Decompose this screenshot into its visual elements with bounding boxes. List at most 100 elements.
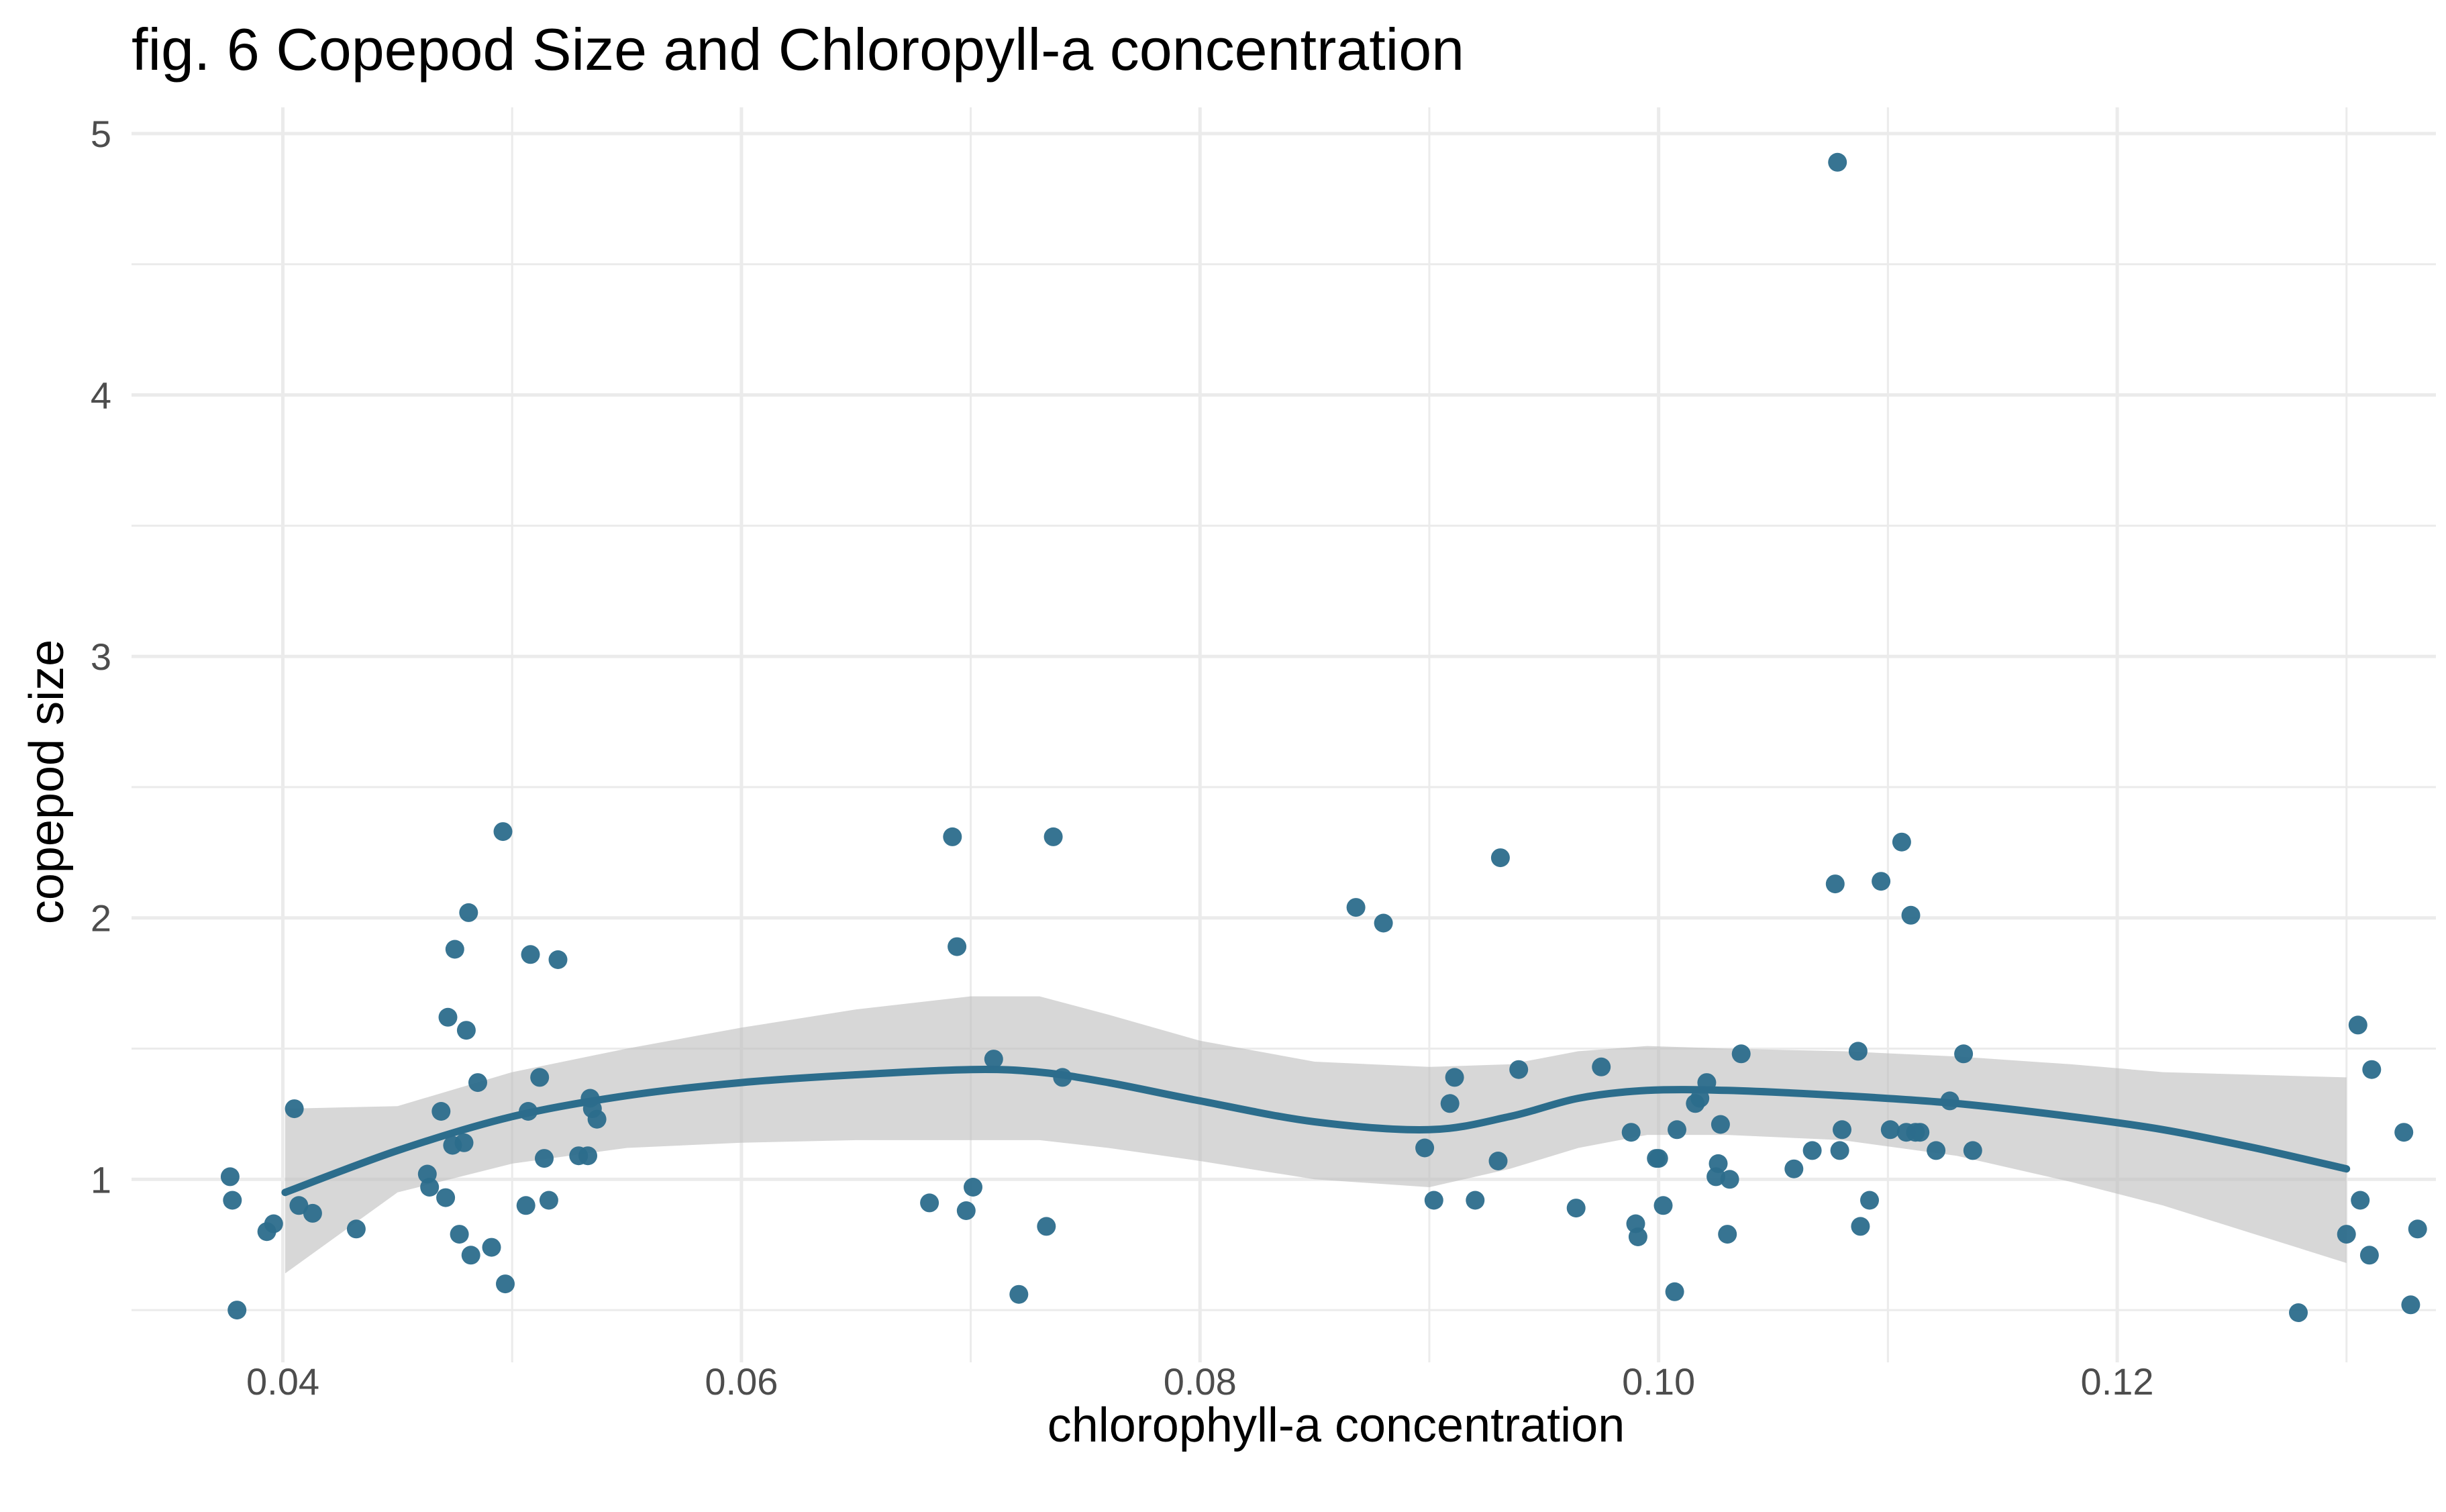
y-tick-label: 5 [91, 113, 111, 155]
data-point [521, 945, 540, 964]
data-point [2337, 1225, 2356, 1244]
data-point [516, 1196, 536, 1215]
data-point [1592, 1057, 1611, 1076]
data-point [1860, 1191, 1879, 1210]
data-point [1711, 1115, 1730, 1134]
data-point [1892, 832, 1911, 852]
x-tick-label: 0.08 [1164, 1360, 1237, 1403]
y-tick-label: 3 [91, 636, 111, 678]
data-point [519, 1102, 538, 1121]
data-point [1802, 1141, 1822, 1160]
y-axis-title: copepod size [20, 640, 74, 924]
data-point [2394, 1123, 2414, 1142]
data-point [1488, 1152, 1508, 1170]
data-point [1424, 1191, 1443, 1210]
minor-gridlines [132, 107, 2436, 1362]
y-tick-label: 1 [91, 1158, 111, 1201]
data-point [454, 1133, 474, 1152]
data-point [482, 1238, 501, 1257]
data-point [1037, 1217, 1056, 1236]
data-point [459, 903, 478, 922]
data-point [2351, 1191, 2370, 1210]
y-tick-label: 2 [91, 897, 111, 940]
x-tick-label: 0.06 [705, 1360, 778, 1403]
data-point [1628, 1227, 1647, 1246]
data-point [2289, 1303, 2308, 1322]
data-point [1848, 1042, 1868, 1061]
y-tick-label: 4 [91, 374, 111, 417]
chart-title: fig. 6 Copepod Size and Chloropyll-a con… [132, 16, 1464, 83]
data-point [943, 827, 962, 846]
x-tick-label: 0.04 [246, 1360, 319, 1403]
data-point [587, 1109, 607, 1129]
y-axis-tick-labels: 1 2 3 4 5 [91, 113, 111, 1201]
data-point [1828, 152, 1847, 172]
data-point [493, 822, 513, 842]
data-point [535, 1149, 554, 1168]
data-point [461, 1246, 480, 1265]
data-point [1690, 1089, 1710, 1108]
data-point [227, 1301, 247, 1320]
data-point [1668, 1120, 1686, 1140]
data-point [1910, 1123, 1930, 1142]
data-point [1731, 1044, 1751, 1064]
data-point [2359, 1246, 2379, 1265]
data-points [220, 152, 2427, 1322]
data-point [2348, 1015, 2367, 1035]
data-point [1833, 1120, 1851, 1140]
smooth-line [281, 1066, 2351, 1197]
data-point [1621, 1123, 1641, 1142]
x-axis-tick-labels: 0.04 0.06 0.08 0.10 0.12 [246, 1360, 2154, 1403]
data-point [956, 1201, 976, 1220]
data-point [285, 1099, 304, 1119]
data-point [539, 1191, 558, 1210]
data-point [1043, 827, 1063, 846]
data-point [223, 1191, 242, 1210]
data-point [1697, 1073, 1717, 1093]
data-point [1665, 1282, 1684, 1301]
data-point [420, 1178, 440, 1197]
data-point [289, 1196, 309, 1215]
data-point [1490, 848, 1510, 868]
data-point [548, 950, 568, 969]
confidence-ribbon [285, 996, 2347, 1274]
data-point [920, 1193, 939, 1213]
data-point [2408, 1219, 2427, 1239]
data-point [1872, 872, 1891, 891]
data-point [450, 1225, 469, 1244]
data-point [438, 1007, 458, 1027]
x-tick-label: 0.10 [1622, 1360, 1695, 1403]
data-point [2362, 1060, 2382, 1079]
data-point [1374, 913, 1393, 933]
data-point [1053, 1068, 1072, 1087]
data-point [496, 1274, 515, 1294]
data-point [578, 1146, 597, 1166]
data-point [1445, 1068, 1464, 1087]
data-point [1954, 1044, 1974, 1064]
data-point [264, 1214, 283, 1233]
data-point [1880, 1120, 1900, 1140]
data-point [1466, 1191, 1485, 1210]
data-point [1346, 898, 1366, 917]
data-point [1901, 905, 1921, 925]
data-point [1851, 1217, 1870, 1236]
data-point [456, 1021, 476, 1040]
data-point [468, 1073, 487, 1093]
data-point [1830, 1141, 1849, 1160]
data-point [1709, 1154, 1728, 1173]
data-point [964, 1178, 982, 1197]
data-point [303, 1203, 322, 1223]
data-point [445, 940, 464, 959]
data-point [1415, 1138, 1435, 1158]
data-point [1718, 1225, 1737, 1244]
data-point [2401, 1295, 2420, 1315]
data-point [1784, 1159, 1804, 1178]
data-point [1566, 1199, 1586, 1218]
data-point [220, 1167, 240, 1187]
x-tick-label: 0.12 [2081, 1360, 2154, 1403]
data-point [346, 1219, 366, 1239]
data-point [1940, 1091, 1959, 1111]
data-point [1653, 1196, 1673, 1215]
data-point [530, 1068, 550, 1087]
